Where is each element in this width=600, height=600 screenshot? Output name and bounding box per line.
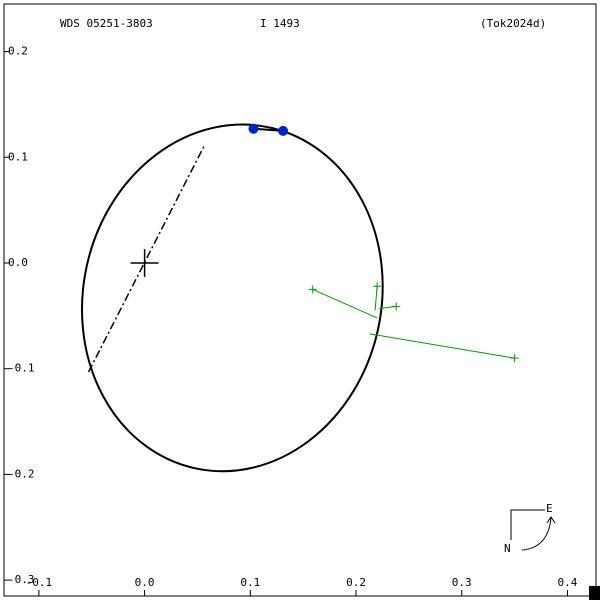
x-tick-label: 0.2 bbox=[346, 576, 366, 589]
residual-line bbox=[369, 333, 515, 359]
reference: (Tok2024d) bbox=[480, 17, 546, 30]
y-tick-label: -0.2 bbox=[8, 467, 35, 480]
y-tick-label: -0.3 bbox=[8, 573, 35, 586]
chart-title: WDS 05251-3803 bbox=[60, 17, 153, 30]
compass: E N bbox=[504, 502, 556, 555]
observation bbox=[392, 302, 401, 311]
compass-north: N bbox=[504, 542, 511, 555]
chart-subtitle: I 1493 bbox=[260, 17, 300, 30]
compass-east: E bbox=[546, 502, 553, 515]
x-tick-label: 0.0 bbox=[135, 576, 155, 589]
x-tick-label: -0.1 bbox=[26, 576, 53, 589]
x-tick-label: 0.3 bbox=[452, 576, 472, 589]
x-tick-label: 0.1 bbox=[240, 576, 260, 589]
observation bbox=[308, 285, 317, 294]
residual-line bbox=[312, 288, 378, 319]
plot-frame bbox=[3, 3, 597, 597]
y-tick-label: 0.1 bbox=[8, 150, 28, 163]
compass-arrowhead bbox=[546, 516, 556, 524]
compass-arrow bbox=[521, 517, 552, 551]
predicted-point bbox=[278, 125, 289, 136]
corner-block bbox=[589, 586, 600, 600]
orbit-ellipse bbox=[81, 123, 384, 473]
line-of-nodes bbox=[87, 144, 206, 373]
y-tick-label: -0.1 bbox=[8, 362, 35, 375]
observation bbox=[510, 354, 519, 363]
residual-line bbox=[374, 286, 378, 311]
y-tick-label: 0.2 bbox=[8, 45, 28, 58]
observation bbox=[373, 282, 382, 291]
predicted-point bbox=[248, 123, 259, 134]
y-tick-label: 0.0 bbox=[8, 256, 28, 269]
compass-axes bbox=[510, 509, 545, 540]
x-tick-label: 0.4 bbox=[558, 576, 578, 589]
